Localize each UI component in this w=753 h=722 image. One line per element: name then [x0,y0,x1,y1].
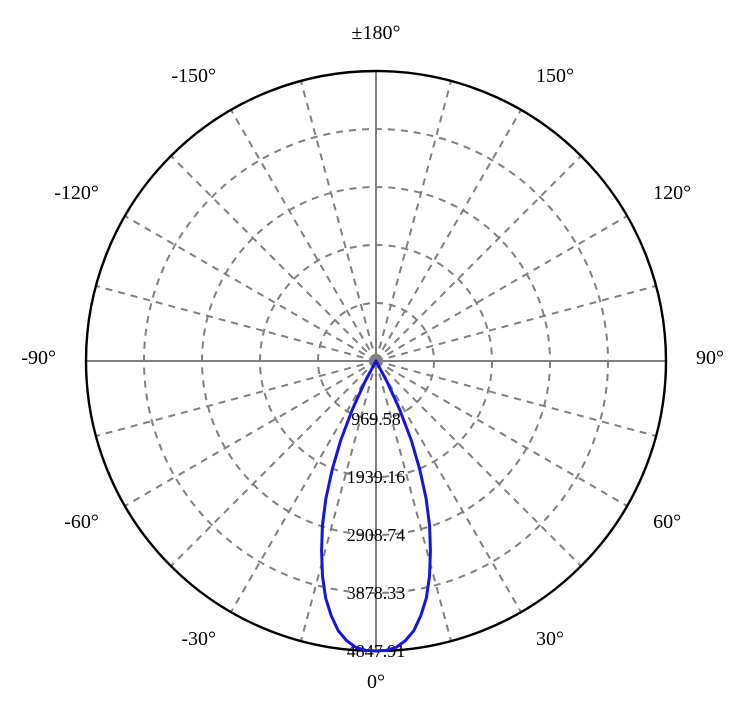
angle-tick-label: 0° [367,671,385,693]
angle-tick-label: 150° [536,65,574,87]
angle-tick-label: -60° [64,511,99,533]
angle-tick-label: -120° [54,182,99,204]
radial-tick-label: 3878.33 [347,583,406,603]
radial-tick-label: 2908.74 [347,525,406,545]
angle-tick-label: -30° [181,628,216,650]
angle-tick-label: 30° [536,628,564,650]
polar-chart: 969.581939.162908.743878.334847.910°30°6… [0,0,753,722]
angle-tick-label: 60° [653,511,681,533]
angle-tick-label: ±180° [352,22,401,44]
angle-tick-label: 120° [653,182,691,204]
radial-tick-label: 1939.16 [347,467,406,487]
angle-tick-label: -150° [171,65,216,87]
angle-tick-label: 90° [696,347,724,369]
radial-tick-label: 969.58 [351,409,401,429]
angle-tick-label: -90° [21,347,56,369]
